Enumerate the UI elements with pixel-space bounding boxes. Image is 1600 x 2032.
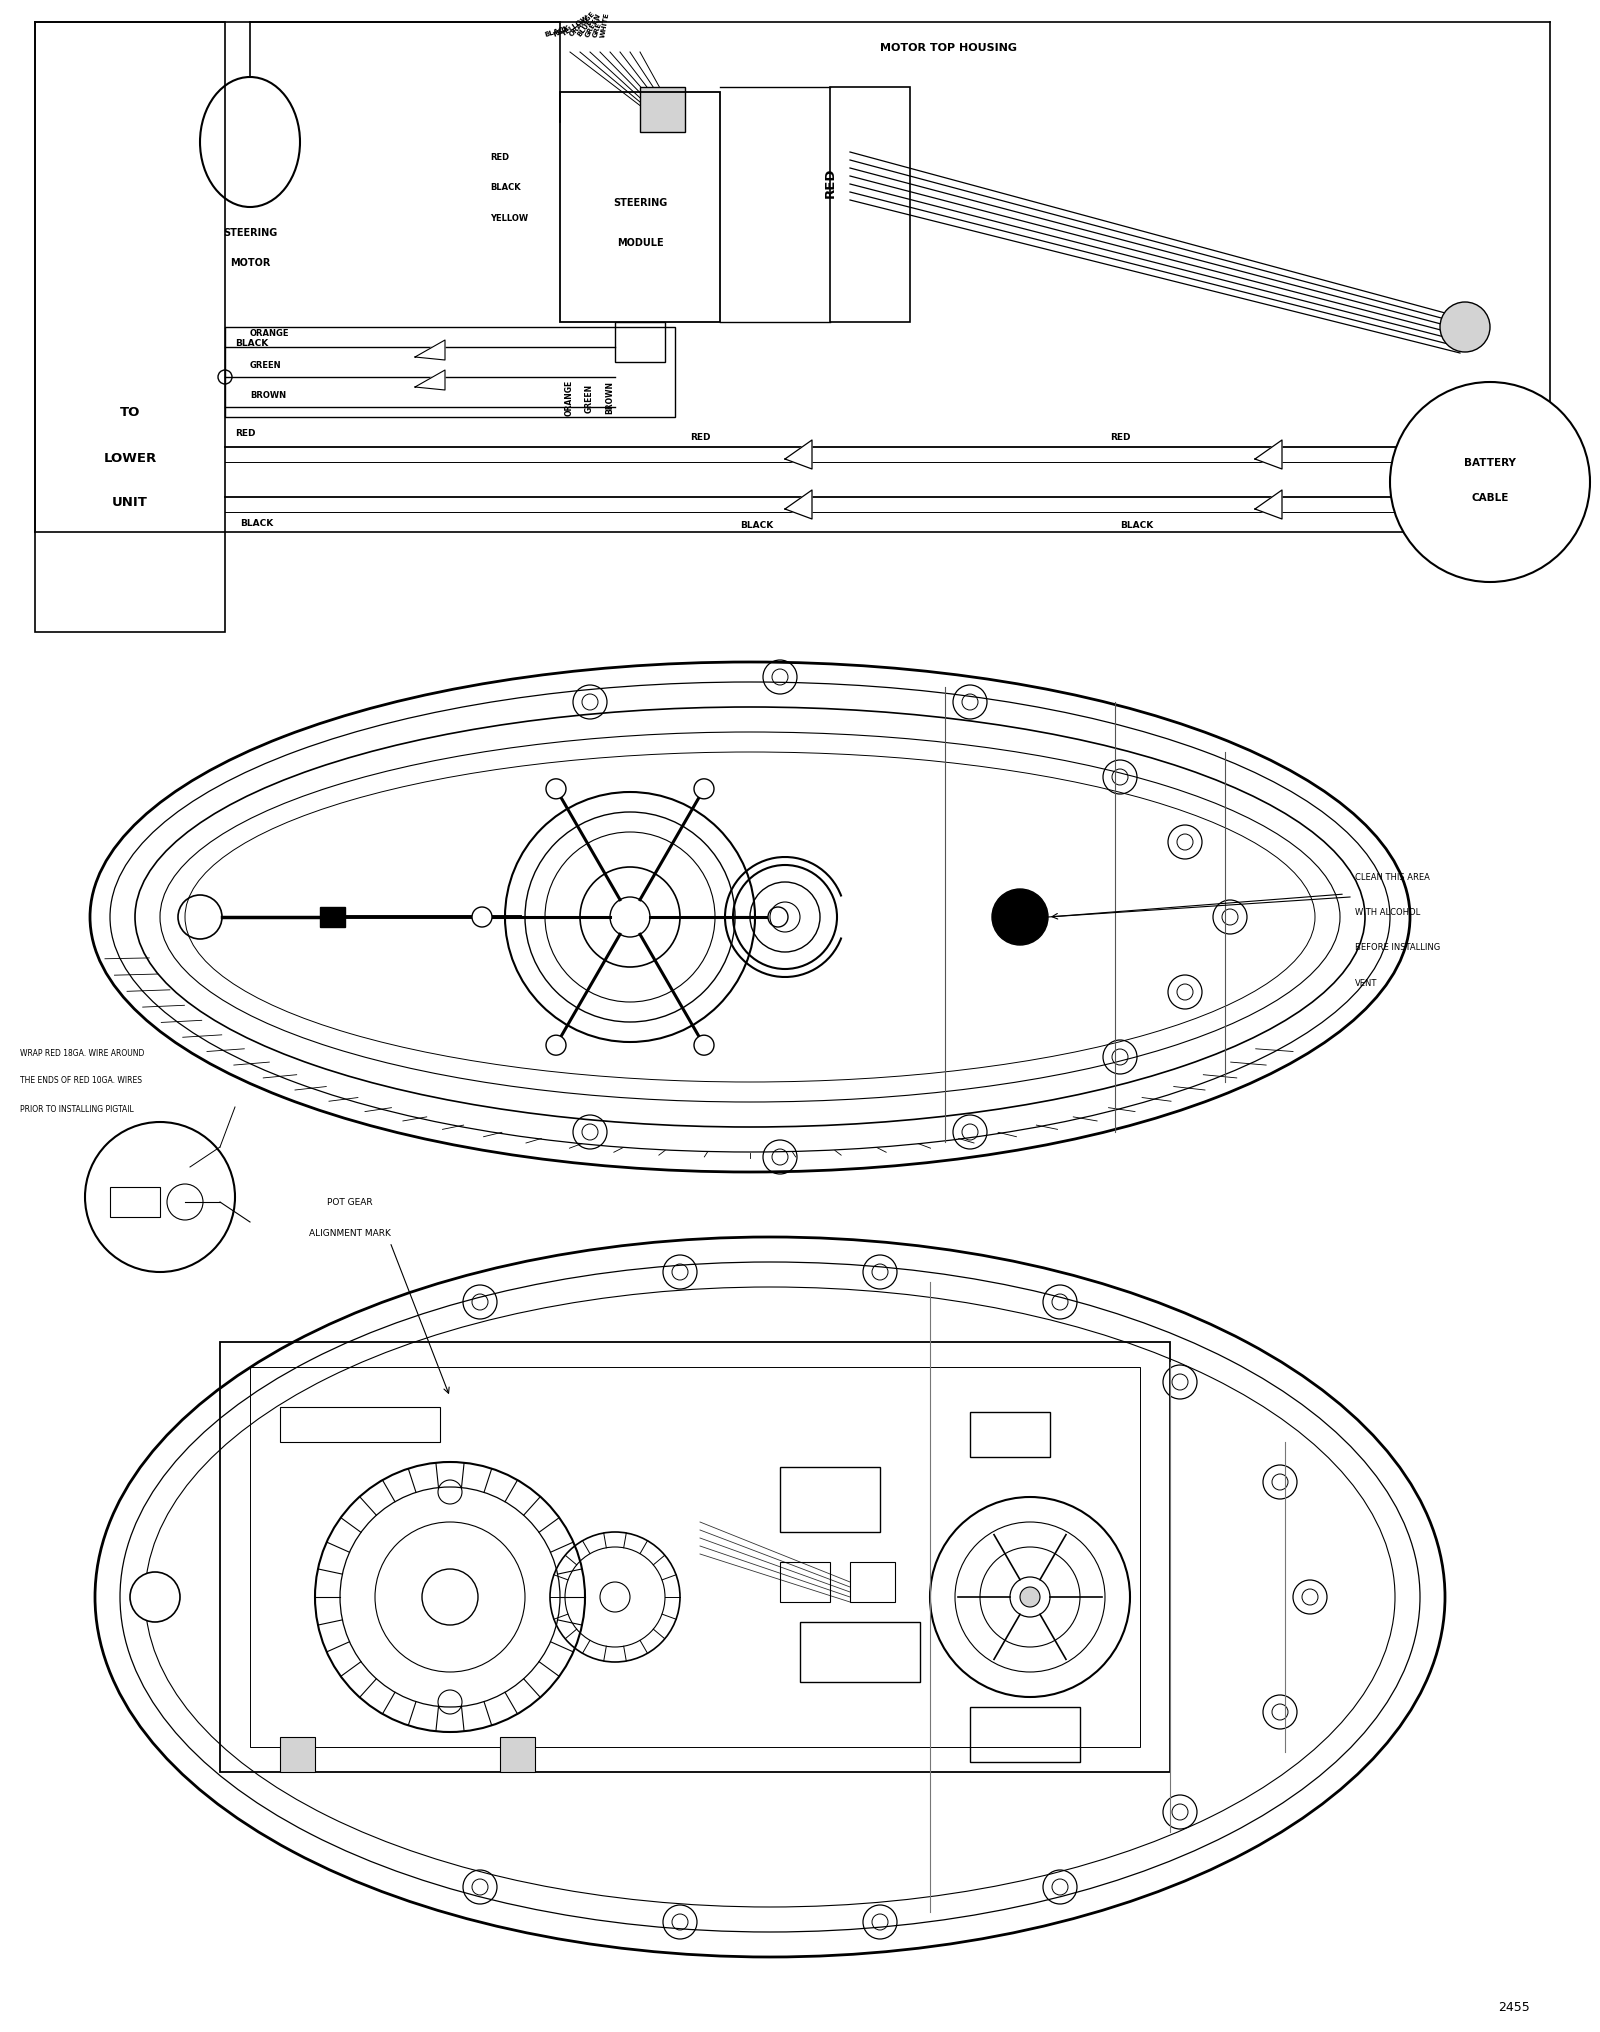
Bar: [850, 1563, 894, 1601]
Circle shape: [546, 780, 566, 799]
Text: RED: RED: [1110, 433, 1130, 443]
Bar: [226, 327, 675, 419]
Bar: [250, 1368, 1139, 1748]
Text: RED: RED: [690, 433, 710, 443]
Polygon shape: [414, 341, 445, 362]
Polygon shape: [786, 492, 811, 520]
Text: WITH ALCOHOL: WITH ALCOHOL: [1355, 908, 1421, 916]
Circle shape: [768, 908, 787, 927]
Circle shape: [546, 1036, 566, 1057]
Bar: [614, 323, 666, 364]
Text: MOTOR: MOTOR: [230, 258, 270, 268]
Text: RED: RED: [824, 169, 837, 199]
Text: BATTERY: BATTERY: [1464, 457, 1515, 467]
Bar: [221, 1343, 1170, 1772]
Bar: [800, 1622, 920, 1682]
Bar: [280, 1737, 315, 1772]
Circle shape: [1021, 1587, 1040, 1607]
Text: BLACK: BLACK: [240, 518, 274, 526]
Text: RED: RED: [235, 429, 256, 437]
Text: LOWER: LOWER: [104, 451, 157, 463]
Bar: [560, 93, 720, 323]
Text: MODULE: MODULE: [616, 238, 664, 248]
Circle shape: [1440, 303, 1490, 354]
Circle shape: [85, 1122, 235, 1272]
Text: BLACK: BLACK: [490, 183, 520, 193]
Text: BLACK: BLACK: [544, 24, 570, 39]
Polygon shape: [1254, 492, 1282, 520]
Bar: [640, 87, 685, 132]
Circle shape: [694, 1036, 714, 1057]
Text: TO: TO: [120, 406, 141, 419]
Bar: [280, 1408, 440, 1443]
Text: GREEN: GREEN: [586, 384, 594, 412]
Bar: [35, 22, 226, 632]
Text: RED: RED: [552, 26, 570, 39]
Text: ORANGE: ORANGE: [565, 380, 574, 417]
Bar: [781, 1563, 830, 1601]
Circle shape: [130, 1573, 179, 1622]
Circle shape: [694, 780, 714, 799]
Bar: [970, 1412, 1050, 1457]
Text: BROWN: BROWN: [605, 382, 614, 415]
Text: STEERING: STEERING: [222, 228, 277, 238]
Bar: [781, 1467, 880, 1532]
Text: BLACK: BLACK: [739, 520, 773, 528]
Text: BROWN: BROWN: [250, 390, 286, 400]
Polygon shape: [786, 441, 811, 469]
Bar: [110, 1187, 160, 1217]
Text: BLACK: BLACK: [1120, 520, 1154, 528]
Text: CLEAN THIS AREA: CLEAN THIS AREA: [1355, 874, 1430, 882]
Bar: [970, 1707, 1080, 1762]
Bar: [320, 908, 346, 927]
Text: ALIGNMENT MARK: ALIGNMENT MARK: [309, 1227, 390, 1237]
Text: CABLE: CABLE: [1472, 492, 1509, 502]
Text: VENT: VENT: [1355, 977, 1378, 988]
Text: BLUE: BLUE: [576, 18, 592, 39]
Bar: [499, 1737, 534, 1772]
Text: MOTOR TOP HOUSING: MOTOR TOP HOUSING: [880, 43, 1018, 53]
Text: GREY: GREY: [592, 16, 605, 39]
Text: GREEN: GREEN: [250, 360, 282, 370]
Text: THE ENDS OF RED 10GA. WIRES: THE ENDS OF RED 10GA. WIRES: [19, 1077, 142, 1085]
Text: WHITE: WHITE: [600, 12, 610, 39]
Text: UNIT: UNIT: [112, 496, 147, 510]
Text: 2455: 2455: [1498, 2002, 1530, 2014]
Text: GREEN: GREEN: [584, 12, 602, 39]
Text: YELLOW: YELLOW: [490, 213, 528, 221]
Text: ORANGE: ORANGE: [568, 10, 595, 39]
Text: RED: RED: [490, 154, 509, 163]
Bar: [830, 87, 910, 323]
Text: STEERING: STEERING: [613, 197, 667, 207]
Polygon shape: [1254, 441, 1282, 469]
Text: BEFORE INSTALLING: BEFORE INSTALLING: [1355, 943, 1440, 953]
Polygon shape: [414, 370, 445, 390]
Text: PRIOR TO INSTALLING PIGTAIL: PRIOR TO INSTALLING PIGTAIL: [19, 1103, 134, 1114]
Circle shape: [992, 890, 1048, 945]
Circle shape: [1390, 382, 1590, 583]
Circle shape: [472, 908, 493, 927]
Text: ORANGE: ORANGE: [250, 329, 290, 337]
Text: YELLOW: YELLOW: [560, 14, 590, 39]
Text: BLACK: BLACK: [235, 339, 269, 347]
Text: POT GEAR: POT GEAR: [326, 1199, 373, 1207]
Text: WRAP RED 18GA. WIRE AROUND: WRAP RED 18GA. WIRE AROUND: [19, 1049, 144, 1057]
